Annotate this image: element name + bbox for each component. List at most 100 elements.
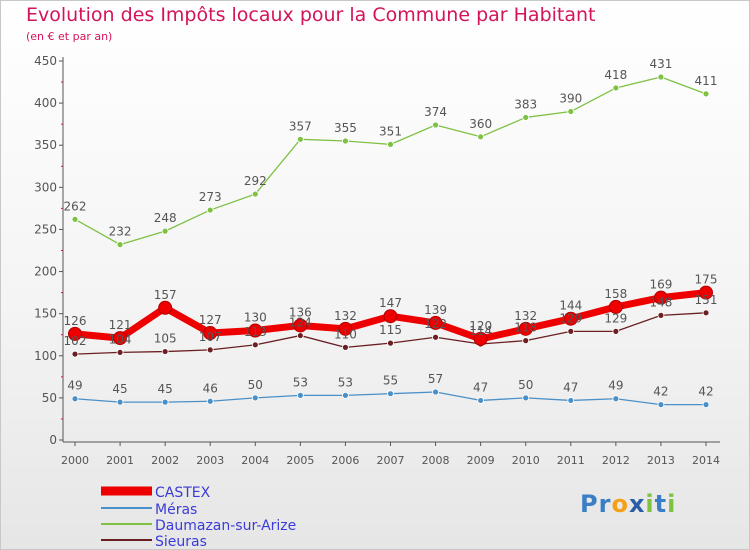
chart-title: Evolution des Impôts locaux pour la Comm… <box>26 4 596 26</box>
data-point-meras <box>612 395 620 403</box>
logo-letter: t <box>654 490 668 518</box>
legend-label-castex: CASTEX <box>155 485 211 501</box>
data-point-meras <box>657 401 665 409</box>
data-point-castex <box>518 321 533 336</box>
data-point-sieuras <box>702 309 710 317</box>
legend-label-daumazan-sur-arize: Daumazan-sur-Arize <box>155 518 296 534</box>
data-label-meras: 57 <box>428 372 443 386</box>
data-point-sieuras <box>567 327 575 335</box>
data-label-meras: 45 <box>112 382 127 396</box>
x-tick-label: 2009 <box>467 454 495 467</box>
data-label-daumazan-sur-arize: 357 <box>289 119 312 133</box>
x-tick-label: 2008 <box>422 454 450 467</box>
x-tick-label: 2002 <box>151 454 179 467</box>
data-point-daumazan-sur-arize <box>522 114 530 121</box>
data-point-castex <box>428 315 443 330</box>
data-label-daumazan-sur-arize: 411 <box>695 74 718 88</box>
x-tick-label: 2003 <box>196 454 224 467</box>
data-label-sieuras: 115 <box>379 323 402 337</box>
x-tick-label: 2005 <box>286 454 314 467</box>
data-label-castex: 121 <box>109 318 132 332</box>
data-label-castex: 169 <box>649 278 672 292</box>
data-point-daumazan-sur-arize <box>702 90 710 98</box>
legend-label-meras: Méras <box>155 502 197 518</box>
y-tick-label: 200 <box>34 265 57 279</box>
logo-letter: x <box>628 490 646 518</box>
y-tick-label: 300 <box>34 180 57 194</box>
data-point-meras <box>296 391 304 399</box>
proxiti-logo: Proxiti <box>580 490 676 518</box>
data-label-castex: 120 <box>469 319 492 333</box>
x-tick-label: 2007 <box>377 454 405 467</box>
y-tick-label: 400 <box>34 96 57 110</box>
data-label-sieuras: 129 <box>604 311 627 325</box>
data-label-daumazan-sur-arize: 248 <box>154 211 177 225</box>
data-point-daumazan-sur-arize <box>296 135 304 143</box>
data-label-sieuras: 151 <box>695 293 718 307</box>
data-point-sieuras <box>161 348 169 355</box>
data-point-castex <box>473 331 488 346</box>
data-point-sieuras <box>432 333 439 341</box>
data-label-meras: 47 <box>473 380 488 394</box>
data-label-daumazan-sur-arize: 431 <box>649 57 672 71</box>
data-point-castex <box>608 299 623 314</box>
data-label-daumazan-sur-arize: 351 <box>379 124 402 138</box>
data-label-daumazan-sur-arize: 383 <box>514 97 537 111</box>
data-label-meras: 45 <box>158 382 173 396</box>
data-point-sieuras <box>251 341 259 349</box>
y-tick-label: 0 <box>49 433 57 447</box>
data-point-meras <box>432 388 439 396</box>
logo-letter: i <box>667 490 677 518</box>
data-point-sieuras <box>612 327 620 335</box>
data-label-daumazan-sur-arize: 232 <box>109 225 132 239</box>
data-point-meras <box>251 394 259 402</box>
chart-subtitle: (en € et par an) <box>26 30 113 43</box>
x-tick-label: 2013 <box>647 454 675 467</box>
data-label-meras: 47 <box>563 380 578 394</box>
data-label-sieuras: 129 <box>559 311 582 325</box>
data-label-castex: 132 <box>334 309 357 323</box>
data-label-daumazan-sur-arize: 418 <box>604 68 627 82</box>
data-label-sieuras: 102 <box>64 334 87 348</box>
data-label-meras: 49 <box>67 379 82 393</box>
data-point-daumazan-sur-arize <box>612 84 620 92</box>
data-label-castex: 175 <box>695 273 718 287</box>
data-point-castex <box>563 311 578 326</box>
data-point-daumazan-sur-arize <box>251 190 259 198</box>
data-point-daumazan-sur-arize <box>477 133 485 141</box>
data-point-castex <box>113 331 128 346</box>
data-point-castex <box>338 321 353 336</box>
data-label-meras: 42 <box>653 385 668 399</box>
x-tick-label: 2000 <box>61 454 89 467</box>
data-point-daumazan-sur-arize <box>567 108 575 115</box>
data-label-daumazan-sur-arize: 390 <box>559 92 582 106</box>
data-point-sieuras <box>206 346 214 354</box>
logo-letter: r <box>598 490 612 518</box>
logo-letter: o <box>611 490 629 518</box>
data-point-daumazan-sur-arize <box>657 73 665 81</box>
data-label-castex: 136 <box>289 305 312 319</box>
data-label-meras: 49 <box>608 379 623 393</box>
data-label-sieuras: 118 <box>514 321 537 335</box>
data-point-meras <box>161 398 169 406</box>
data-point-castex <box>158 300 173 315</box>
y-tick-label: 450 <box>34 54 57 68</box>
data-point-meras <box>342 391 349 399</box>
data-point-meras <box>71 395 79 403</box>
data-point-daumazan-sur-arize <box>71 215 79 223</box>
data-label-daumazan-sur-arize: 262 <box>64 199 87 213</box>
data-label-sieuras: 107 <box>199 330 222 344</box>
data-point-castex <box>203 326 218 341</box>
data-point-meras <box>567 397 575 404</box>
data-label-sieuras: 114 <box>469 324 492 338</box>
data-point-meras <box>116 398 124 406</box>
x-tick-label: 2012 <box>602 454 630 467</box>
data-point-daumazan-sur-arize <box>387 140 394 148</box>
data-label-meras: 50 <box>518 378 533 392</box>
data-label-meras: 46 <box>203 381 218 395</box>
y-tick-label: 150 <box>34 307 57 321</box>
x-tick-label: 2001 <box>106 454 134 467</box>
data-label-castex: 158 <box>604 287 627 301</box>
data-label-castex: 139 <box>424 303 447 317</box>
data-point-sieuras <box>387 339 394 347</box>
